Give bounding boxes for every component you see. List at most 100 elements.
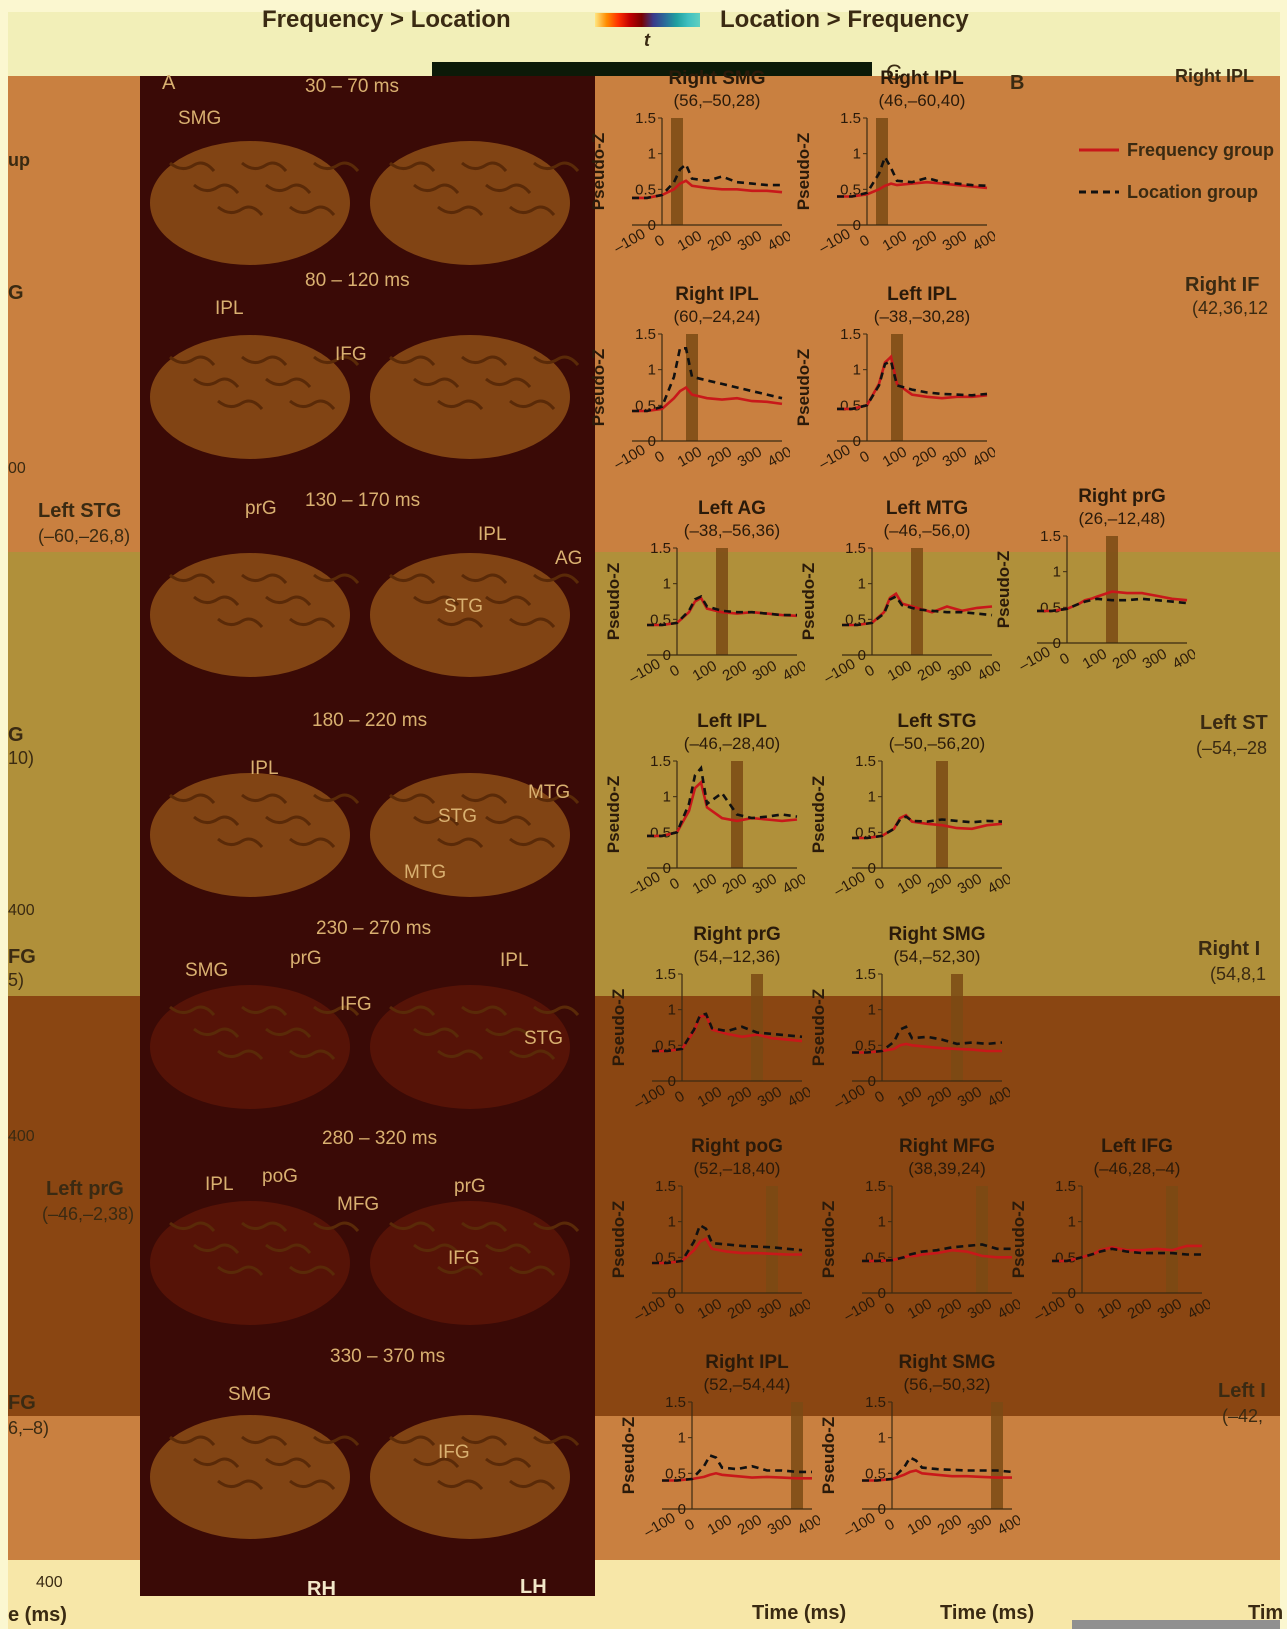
x-tick-label: 200 — [910, 227, 940, 254]
plot-title: Right SMG — [888, 924, 985, 945]
brain-region-label: IFG — [335, 344, 367, 365]
brain-region-label: SMG — [185, 960, 229, 981]
legend-location-label: Location group — [1127, 182, 1258, 202]
timecourse-plot: 0 0.5 1 1.5 –100 0 100 200 300 400 Pseudo-Z Left IP… — [795, 284, 995, 473]
y-tick-label: 0 — [668, 1073, 676, 1090]
x-tick-label: –100 — [1031, 1293, 1068, 1324]
x-tick-label: 0 — [672, 1088, 688, 1107]
time-window-bar — [766, 1186, 778, 1293]
brain-region-label: STG — [524, 1028, 564, 1049]
y-tick-label: 1.5 — [855, 966, 876, 983]
series-line-location — [837, 154, 988, 198]
right-strip-text-5: (–54,–28 — [1196, 738, 1268, 758]
x-tick-label: –100 — [816, 441, 853, 472]
x-tick-label: 0 — [667, 875, 683, 894]
x-tick-label: –100 — [626, 868, 663, 899]
plot-coordinates: (–50,–56,20) — [889, 734, 985, 753]
left-strip-text-3: G — [8, 724, 24, 746]
x-tick-label: 300 — [750, 657, 780, 684]
x-tick-label: 300 — [965, 1295, 995, 1322]
series-line-location — [652, 1223, 803, 1265]
x-tick-label: 0 — [672, 1300, 688, 1319]
y-axis-label: Pseudo-Z — [995, 551, 1013, 628]
y-tick-label: 1 — [858, 576, 866, 593]
series-line-location — [862, 1455, 1013, 1482]
y-tick-label: 1 — [648, 362, 656, 379]
time-window-bar — [991, 1402, 1003, 1509]
x-tick-label: 300 — [940, 227, 970, 254]
left-strip-text-10: 400 — [8, 902, 35, 919]
x-tick-label: 200 — [725, 1295, 755, 1322]
time-window-bar — [716, 548, 728, 655]
panel-letter-b: B — [1010, 72, 1025, 94]
x-tick-label: –100 — [841, 1293, 878, 1324]
hemisphere-left-label: LH — [520, 1576, 547, 1598]
right-strip-text-9: (–42, — [1222, 1406, 1264, 1426]
x-tick-label: 300 — [1155, 1295, 1185, 1322]
plot-coordinates: (56,–50,32) — [904, 1375, 991, 1394]
x-tick-label: 400 — [1170, 645, 1195, 672]
plot-title: Right SMG — [898, 1352, 995, 1373]
panel-letter-a: A — [162, 72, 176, 94]
x-tick-label: 100 — [895, 870, 925, 897]
brain-region-label: STG — [444, 596, 484, 617]
x-tick-label: 200 — [935, 1511, 965, 1538]
x-tick-label: 100 — [880, 227, 910, 254]
time-window-bar — [911, 548, 923, 655]
x-tick-label: 200 — [705, 227, 735, 254]
left-strip-text-11: 400 — [8, 1128, 35, 1145]
series-line-location — [852, 815, 1003, 840]
x-tick-label: 400 — [1185, 1295, 1210, 1322]
y-axis-label: Pseudo-Z — [820, 1201, 838, 1278]
y-tick-label: 0.5 — [1040, 599, 1061, 616]
y-tick-label: 1.5 — [650, 753, 671, 770]
x-tick-label: 100 — [695, 1295, 725, 1322]
brain-panel-top-bar — [432, 62, 872, 76]
timecourse-plot: 0 0.5 1 1.5 –100 0 100 200 300 400 Pseudo-Z Left IP… — [605, 711, 805, 900]
plot-title: Right IPL — [705, 1352, 789, 1373]
colorbar — [595, 13, 700, 27]
x-tick-label: 100 — [905, 1295, 935, 1322]
x-tick-label: 400 — [795, 1511, 820, 1538]
x-tick-label: 0 — [872, 875, 888, 894]
plot-title: Left IFG — [1101, 1136, 1173, 1157]
left-strip-text-2: G — [8, 282, 24, 304]
legend — [1079, 148, 1119, 194]
y-tick-label: 0 — [878, 1501, 886, 1518]
x-tick-label: 100 — [1095, 1295, 1125, 1322]
x-tick-label: 100 — [690, 870, 720, 897]
plot-title: Right IPL — [675, 284, 759, 305]
timecourse-plot: 0 0.5 1 1.5 –100 0 100 200 300 400 Pseudo-Z Right S… — [590, 68, 790, 257]
x-tick-label: 0 — [667, 662, 683, 681]
plot-title: Right prG — [1078, 486, 1166, 507]
y-tick-label: 1 — [878, 1430, 886, 1447]
y-tick-label: 1.5 — [1055, 1178, 1076, 1195]
x-tick-label: 300 — [735, 227, 765, 254]
brain-region-label: prG — [454, 1176, 486, 1197]
x-tick-label: 200 — [725, 1083, 755, 1110]
x-tick-label: 400 — [995, 1511, 1020, 1538]
plot-title: Left IPL — [697, 711, 767, 732]
x-tick-label: 400 — [985, 1083, 1010, 1110]
x-tick-label: –100 — [816, 225, 853, 256]
y-axis-label: Pseudo-Z — [610, 989, 628, 1066]
y-tick-label: 1.5 — [865, 1178, 886, 1195]
series-line-location — [647, 765, 798, 838]
y-axis-label: Pseudo-Z — [590, 133, 608, 210]
y-tick-label: 1.5 — [840, 326, 861, 343]
colorbar-label: t — [644, 30, 650, 50]
y-tick-label: 1 — [878, 1214, 886, 1231]
y-tick-label: 0.5 — [1055, 1249, 1076, 1266]
y-tick-label: 0.5 — [855, 1037, 876, 1054]
x-tick-label: 100 — [895, 1083, 925, 1110]
plot-coordinates: (–46,28,–4) — [1094, 1159, 1181, 1178]
x-tick-label: 400 — [970, 443, 995, 470]
plot-title: Left AG — [698, 498, 766, 519]
plot-title: Right IPL — [880, 68, 964, 89]
y-tick-label: 1 — [1068, 1214, 1076, 1231]
x-tick-label: 0 — [882, 1516, 898, 1535]
x-tick-label: 100 — [905, 1511, 935, 1538]
left-strip-coords-2: (–46,–2,38) — [42, 1204, 135, 1224]
series-line-location — [652, 1012, 803, 1053]
